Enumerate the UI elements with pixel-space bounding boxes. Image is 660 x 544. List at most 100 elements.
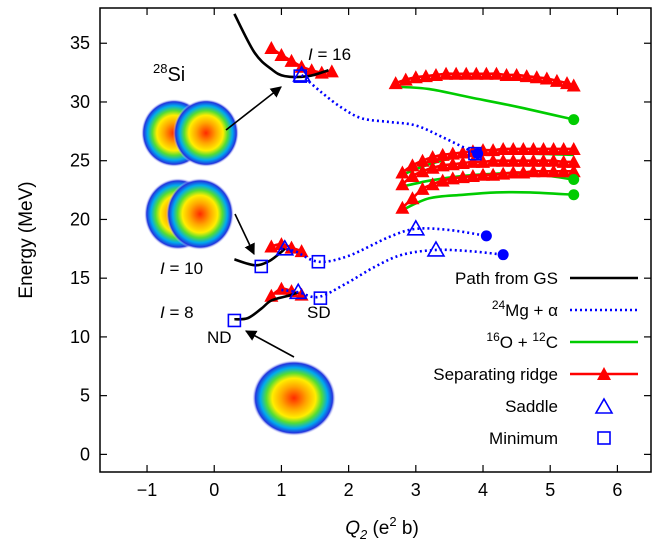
ridge-marker <box>274 237 289 251</box>
ridge-marker <box>465 168 480 182</box>
saddle-marker <box>275 239 295 256</box>
ridge-marker <box>405 168 420 182</box>
ridge-marker <box>459 66 474 80</box>
series-layer <box>227 13 581 328</box>
minimum-marker <box>254 259 269 274</box>
y-axis-title: Energy (MeV) <box>16 181 37 298</box>
nucleus-symbol: Si <box>167 64 185 86</box>
ridge-marker <box>455 170 470 184</box>
minimum-marker <box>311 254 326 269</box>
ridge-marker <box>294 244 309 258</box>
legend-path-label: Path from GS <box>455 269 558 288</box>
ridge-marker <box>418 69 433 83</box>
ridge-marker <box>304 63 319 77</box>
legend-minimum-label: Minimum <box>489 429 558 448</box>
y-tick-label: 20 <box>70 209 90 229</box>
minimum-marker <box>468 146 482 161</box>
ridge-marker <box>455 156 470 170</box>
legend-saddle-marker <box>594 397 614 414</box>
label-i10: I = 10 <box>160 259 203 278</box>
ridge-marker <box>415 181 430 195</box>
ridge-marker <box>476 167 491 181</box>
ridge-marker <box>486 143 501 157</box>
ridge-marker <box>445 157 460 171</box>
legend-ridge-label: Separating ridge <box>433 365 558 384</box>
endpoint-dot <box>497 249 509 261</box>
ridge-marker <box>425 160 440 174</box>
nucleus-image-sd <box>144 178 234 250</box>
label-nd: ND <box>207 328 232 347</box>
ridge-marker <box>566 141 581 155</box>
minimum-marker <box>227 313 242 328</box>
label-i16: I = 16 <box>308 45 351 64</box>
ridge-marker <box>476 154 491 168</box>
ridge-marker <box>395 165 410 179</box>
ridge-marker <box>549 73 564 87</box>
path-from-gs-line <box>234 291 299 321</box>
plot-frame <box>99 7 652 473</box>
ridge-marker <box>509 67 524 81</box>
ridge-marker <box>566 154 581 168</box>
ridge-marker <box>398 72 413 86</box>
ridge-marker <box>566 78 581 92</box>
x-tick-label: −1 <box>137 480 158 500</box>
ridge-marker <box>526 141 541 155</box>
endpoint-dot <box>568 174 580 186</box>
nucleus-images <box>141 99 336 436</box>
ridge-marker <box>439 66 454 80</box>
ridge-marker <box>496 166 511 180</box>
x-tick-label: 1 <box>276 480 286 500</box>
legend-minimum-marker <box>597 431 611 445</box>
ridge-marker <box>546 141 561 155</box>
ridge-marker <box>415 153 430 167</box>
ridge-marker <box>516 153 531 167</box>
y-tick-labels: 0 5 10 15 20 25 30 35 <box>70 33 90 464</box>
y-tick-label: 30 <box>70 92 90 112</box>
ridge-marker <box>519 69 534 83</box>
x-axis-title: Q2 (e2 b) <box>345 514 419 542</box>
ridge-marker <box>395 177 410 191</box>
ridge-marker <box>556 141 571 155</box>
ridge-marker <box>428 67 443 81</box>
path-from-gs-line <box>233 13 329 79</box>
ridge-marker <box>526 153 541 167</box>
x-tick-label: 3 <box>411 480 421 500</box>
legend-mg-label: 24Mg + α <box>492 298 558 320</box>
arrow-to-hd-min <box>225 86 282 131</box>
x-tick-label: 0 <box>209 480 219 500</box>
ridge-marker <box>489 66 504 80</box>
ridge-marker <box>506 141 521 155</box>
mg-alpha-line <box>300 73 477 155</box>
legend: Path from GS 24Mg + α 16O + 12C Separati… <box>433 269 638 448</box>
ridge-marker <box>405 191 420 205</box>
ridge-marker <box>274 281 289 295</box>
arrow-to-sd-min <box>234 213 255 256</box>
ridge-marker <box>405 158 420 172</box>
ridge-marker <box>264 40 279 54</box>
ridge-marker <box>455 145 470 159</box>
ridge-marker <box>264 239 279 253</box>
nucleus-mass: 28 <box>153 61 167 76</box>
ridge-marker <box>506 153 521 167</box>
ridge-marker <box>499 67 514 81</box>
y-tick-label: 5 <box>80 386 90 406</box>
legend-saddle-label: Saddle <box>505 397 558 416</box>
ridge-marker <box>388 76 403 90</box>
x-tick-label: 6 <box>612 480 622 500</box>
ridge-marker <box>449 66 464 80</box>
ridge-marker <box>274 47 289 61</box>
ridge-marker <box>506 165 521 179</box>
ridge-marker <box>479 66 494 80</box>
x-tick-labels: −1 0 1 2 3 4 5 6 <box>137 480 623 500</box>
ridge-marker <box>529 70 544 84</box>
mg-alpha-line <box>281 227 487 264</box>
ridge-marker <box>496 141 511 155</box>
ridge-marker <box>425 150 440 164</box>
ridge-marker <box>546 164 561 178</box>
ridge-marker <box>469 66 484 80</box>
ridge-marker <box>556 164 571 178</box>
saddle-marker <box>406 219 426 236</box>
ridge-marker <box>435 158 450 172</box>
legend-ridge-marker <box>597 367 611 380</box>
nucleus-label: 28Si <box>153 61 185 86</box>
